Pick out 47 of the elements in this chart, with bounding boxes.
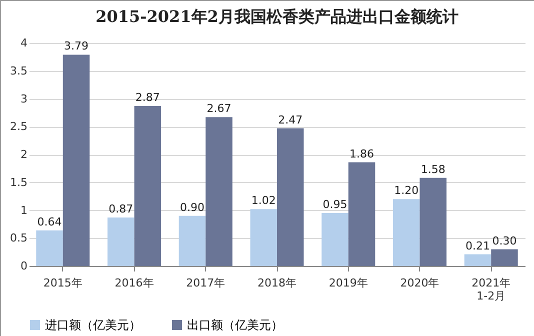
x-tick-label: 2016年 bbox=[114, 276, 154, 290]
y-tick-label: 1.5 bbox=[10, 176, 28, 189]
data-label: 1.58 bbox=[420, 162, 446, 176]
x-tick-label: 2015年 bbox=[43, 276, 82, 290]
bar bbox=[206, 117, 232, 266]
bar bbox=[322, 213, 348, 266]
bar bbox=[108, 218, 134, 266]
bar bbox=[178, 216, 206, 266]
data-label: 0.30 bbox=[492, 234, 517, 248]
data-label: 1.20 bbox=[394, 184, 419, 198]
y-tick-label: 2 bbox=[20, 148, 28, 161]
data-label: 1.02 bbox=[251, 194, 276, 208]
data-label: 2.47 bbox=[278, 113, 303, 126]
y-tick-label: 0 bbox=[20, 260, 28, 272]
bar bbox=[250, 209, 277, 266]
data-label: 0.87 bbox=[108, 202, 134, 216]
x-tick-label: 2021年 1-2月 bbox=[472, 276, 511, 302]
x-tick-label: 2020年 bbox=[400, 276, 440, 290]
bar bbox=[420, 178, 446, 266]
y-tick-label: 3 bbox=[20, 92, 28, 106]
y-tick-label: 4 bbox=[20, 36, 28, 50]
bar bbox=[277, 128, 304, 266]
y-tick-label: 1 bbox=[20, 204, 28, 217]
data-label: 1.86 bbox=[350, 147, 374, 160]
data-label: 0.21 bbox=[465, 239, 490, 252]
bar bbox=[464, 254, 492, 266]
bar bbox=[134, 106, 162, 266]
data-label: 2.67 bbox=[206, 102, 232, 116]
y-tick-label: 3.5 bbox=[10, 64, 28, 78]
y-tick-label: 2.5 bbox=[10, 120, 28, 134]
data-label: 0.90 bbox=[180, 200, 204, 214]
x-tick-label: 2019年 bbox=[328, 276, 368, 290]
x-tick-label: 2018年 bbox=[258, 276, 296, 290]
legend-label: 出口额（亿美元） bbox=[187, 318, 283, 332]
y-tick-label: 0.5 bbox=[10, 232, 28, 245]
bar bbox=[392, 199, 420, 266]
data-label: 3.79 bbox=[64, 40, 89, 53]
bar bbox=[348, 162, 376, 266]
legend-label: 进口额（亿美元） bbox=[45, 318, 141, 332]
data-label: 0.95 bbox=[322, 198, 348, 212]
chart-title: 2015-2021年2月我国松香类产品进出口金额统计 bbox=[96, 7, 458, 26]
data-label: 2.87 bbox=[135, 90, 160, 104]
bar bbox=[36, 230, 63, 266]
bar bbox=[62, 54, 90, 266]
bar bbox=[491, 249, 518, 266]
x-tick-label: 2017年 bbox=[186, 276, 226, 290]
data-label: 0.64 bbox=[37, 215, 62, 228]
